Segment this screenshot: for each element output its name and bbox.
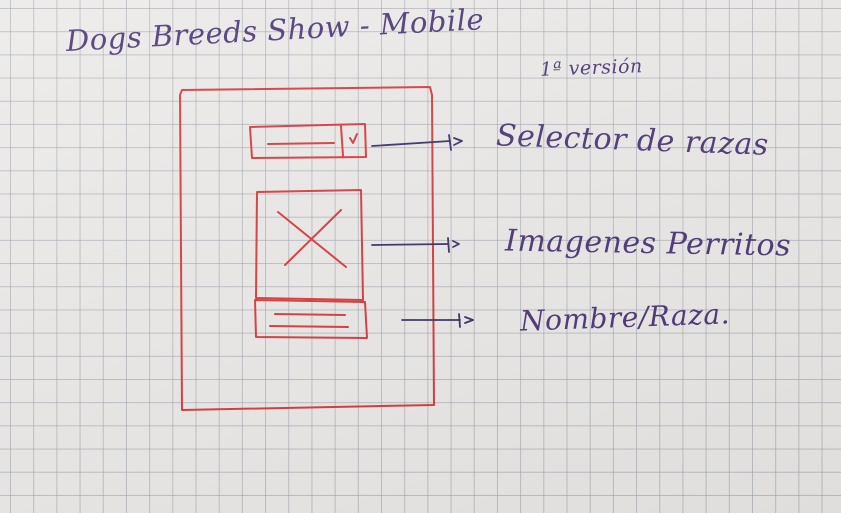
name-arrow [401, 313, 474, 328]
phone-frame [179, 86, 435, 411]
name-breed-box [254, 299, 368, 339]
images-arrow [371, 237, 460, 253]
annotation-images-label: Imagenes Perritos [504, 223, 792, 264]
selector-arrow [371, 134, 463, 151]
breed-selector-sketch [249, 123, 367, 159]
dog-image-placeholder [255, 189, 364, 301]
